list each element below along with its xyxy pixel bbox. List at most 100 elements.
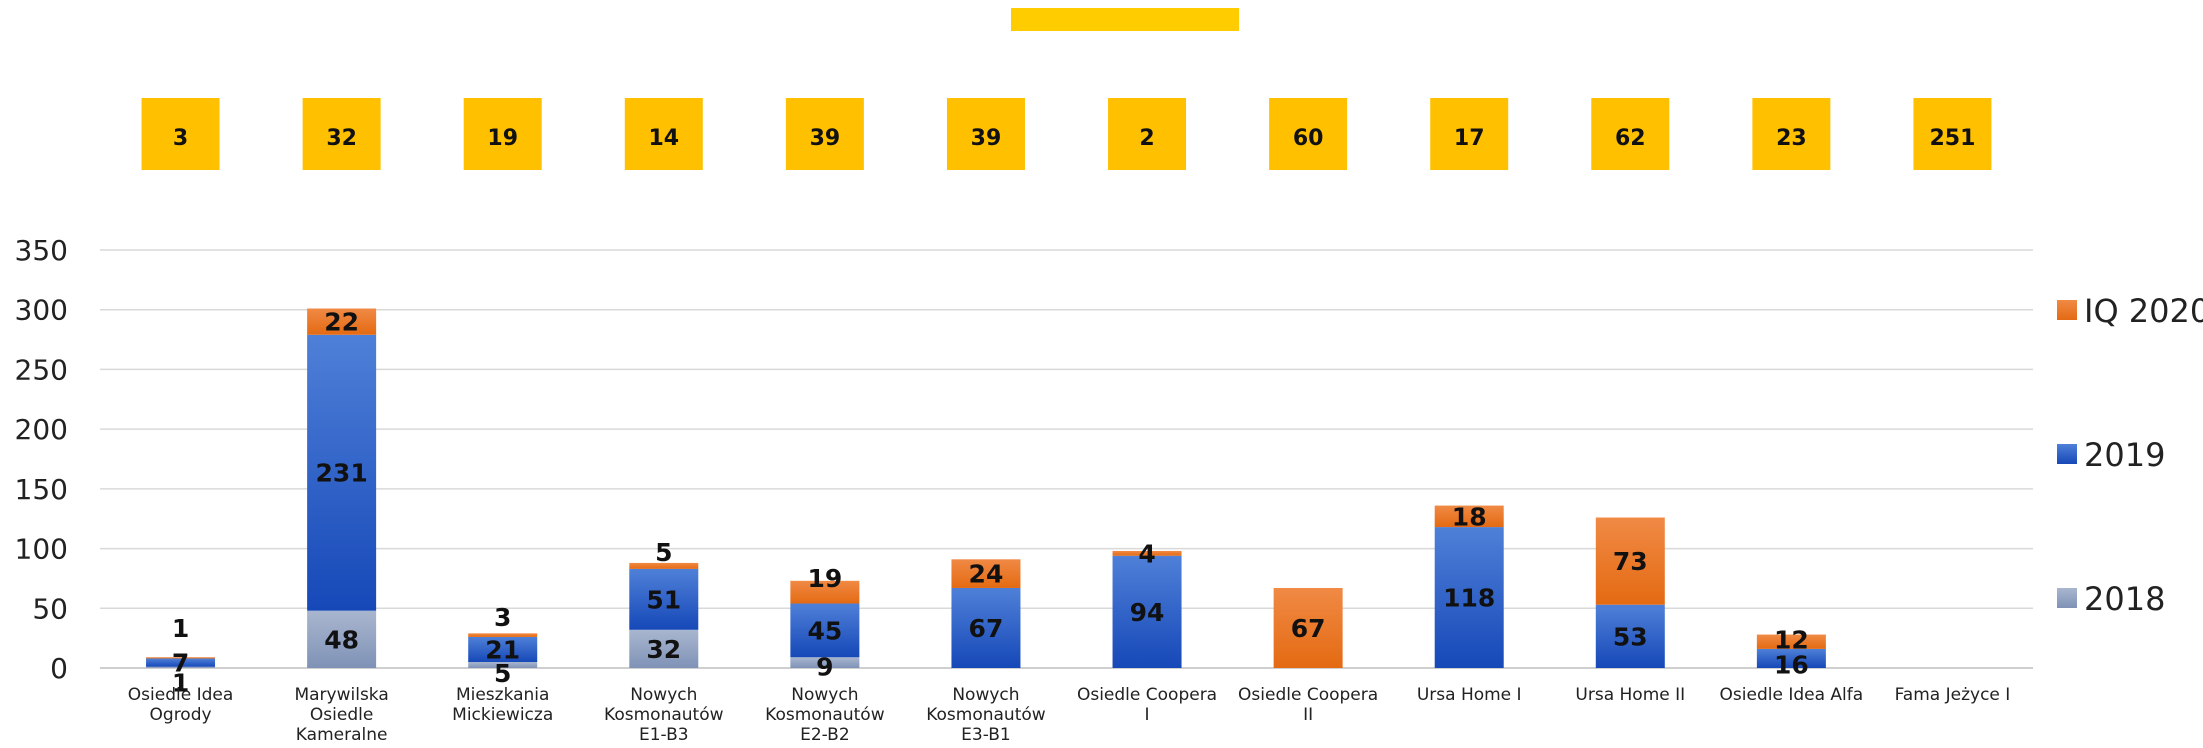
top-box-value: 19 <box>487 126 518 151</box>
data-label: 1 <box>172 668 189 697</box>
data-label: 118 <box>1443 584 1495 613</box>
bar-segment <box>629 568 699 630</box>
y-tick-label: 0 <box>50 652 68 685</box>
bar-segment <box>307 308 377 335</box>
bar-segment <box>146 666 216 668</box>
bar-segment <box>1112 555 1182 668</box>
data-label: 9 <box>816 653 833 682</box>
data-label: 12 <box>1774 626 1809 655</box>
top-box <box>302 98 381 170</box>
x-tick-label: Nowych Kosmonautów E3-B1 <box>926 685 1046 745</box>
data-label: 32 <box>646 635 681 664</box>
top-box-value: 39 <box>971 126 1002 151</box>
x-tick-label: Nowych Kosmonautów E2-B2 <box>765 685 885 745</box>
bar-segment <box>1595 517 1665 605</box>
data-label: 53 <box>1613 622 1648 651</box>
data-label: 73 <box>1613 547 1648 576</box>
data-label: 18 <box>1452 502 1487 531</box>
data-label: 67 <box>969 614 1004 643</box>
x-tick-label: Osiedle Idea Alfa <box>1720 685 1864 705</box>
y-tick-label: 350 <box>15 234 68 267</box>
x-tick-label: Fama Jeżyce I <box>1895 685 2011 705</box>
legend: IQ 2020 2019 2018 <box>2057 292 2203 618</box>
top-box-value: 62 <box>1615 126 1646 151</box>
top-box <box>141 98 220 170</box>
header-bar <box>1011 8 1239 31</box>
data-label: 51 <box>646 585 681 614</box>
x-tick-label: Ursa Home I <box>1417 685 1522 705</box>
legend-swatch <box>2057 588 2077 608</box>
data-label: 7 <box>172 649 189 678</box>
y-tick-label: 100 <box>15 533 68 566</box>
x-axis-categories: Osiedle Idea Ogrody Marywilska Osiedle Kamer… <box>128 685 2011 745</box>
bar-segment <box>146 657 216 659</box>
bar-segment <box>468 636 538 663</box>
bar-segment <box>1595 604 1665 668</box>
bar-segment <box>951 559 1021 588</box>
data-label: 48 <box>324 625 359 654</box>
top-box-value: 23 <box>1776 126 1807 151</box>
data-label: 19 <box>807 564 842 593</box>
bar-segment <box>1434 527 1504 668</box>
legend-swatch <box>2057 300 2077 320</box>
top-box-value: 39 <box>810 126 841 151</box>
data-label: 5 <box>494 659 511 688</box>
bar-segment <box>1756 648 1826 668</box>
top-box-value: 32 <box>326 126 357 151</box>
bars <box>146 308 1826 668</box>
top-box-value: 60 <box>1293 126 1324 151</box>
bar-segment <box>790 580 860 604</box>
bar-segment <box>307 334 377 611</box>
top-box-value: 14 <box>648 126 679 151</box>
bar-segment <box>1756 634 1826 649</box>
x-tick-label: Osiedle Coopera I <box>1077 685 1217 725</box>
top-box <box>1430 98 1509 170</box>
data-label: 21 <box>485 635 520 664</box>
data-labels: 171 4823122521332515945196724944671181853… <box>172 308 1809 698</box>
top-box-value: 251 <box>1929 126 1975 151</box>
top-box <box>624 98 703 170</box>
bar-segment <box>468 633 538 637</box>
x-tick-label: Nowych Kosmonautów E1-B3 <box>604 685 724 745</box>
y-tick-label: 50 <box>32 592 68 625</box>
data-label: 22 <box>324 308 359 337</box>
top-box <box>1913 98 1992 170</box>
legend-label: IQ 2020 <box>2084 292 2203 330</box>
bar-segment <box>1273 587 1343 668</box>
legend-label: 2019 <box>2084 436 2165 474</box>
data-label: 1 <box>172 614 189 643</box>
top-box <box>1591 98 1670 170</box>
top-box <box>1752 98 1831 170</box>
y-tick-label: 150 <box>15 473 68 506</box>
top-box <box>463 98 542 170</box>
x-tick-label: Osiedle Coopera II <box>1238 685 1378 725</box>
bar-segment <box>790 603 860 658</box>
bar-segment <box>629 629 699 668</box>
bar-segment <box>790 657 860 668</box>
bar-segment <box>629 562 699 569</box>
x-tick-label: Ursa Home II <box>1575 685 1685 705</box>
data-label: 3 <box>494 603 511 632</box>
data-label: 24 <box>969 560 1004 589</box>
top-boxes: 3 32 19 14 39 39 2 60 17 62 23 251 <box>141 98 1992 170</box>
data-label: 16 <box>1774 650 1809 679</box>
x-tick-label: Mieszkania Mickiewicza <box>452 685 553 725</box>
y-tick-label: 250 <box>15 353 68 386</box>
data-label: 5 <box>655 538 672 567</box>
x-tick-label: Osiedle Idea Ogrody <box>128 685 233 725</box>
top-box <box>1269 98 1348 170</box>
top-box <box>785 98 864 170</box>
bar-segment <box>468 662 538 668</box>
gridlines <box>100 249 2033 669</box>
top-box-value: 17 <box>1454 126 1485 151</box>
top-box <box>946 98 1025 170</box>
bar-segment <box>146 658 216 667</box>
data-label: 67 <box>1291 614 1326 643</box>
bar-segment <box>951 587 1021 668</box>
data-label: 4 <box>1138 539 1155 568</box>
bar-segment <box>307 610 377 668</box>
legend-label: 2018 <box>2084 580 2165 618</box>
legend-swatch <box>2057 444 2077 464</box>
top-box-value: 2 <box>1139 126 1154 151</box>
